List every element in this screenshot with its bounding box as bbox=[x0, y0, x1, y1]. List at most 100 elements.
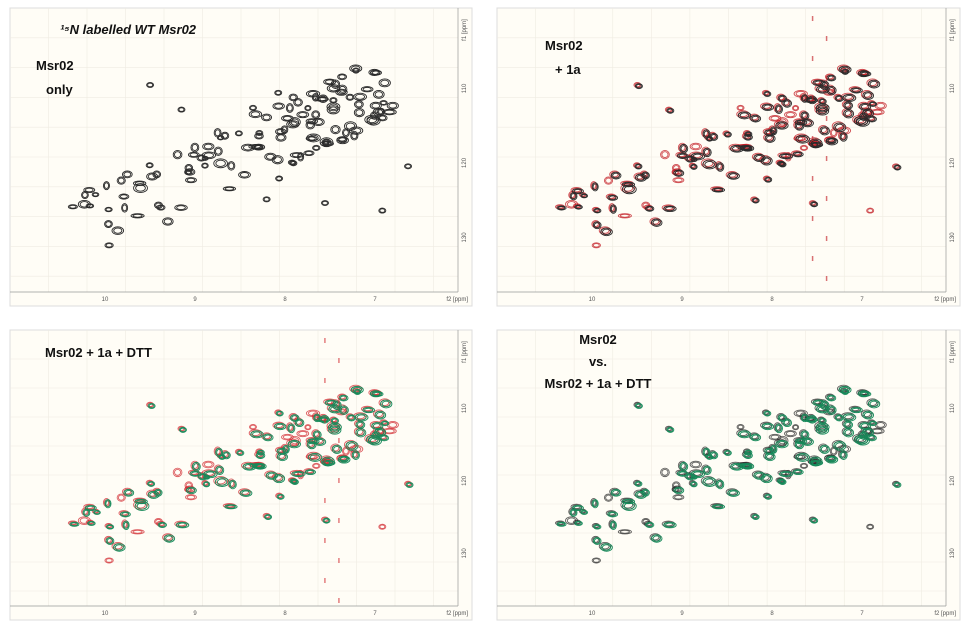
y-tick-label: 110 bbox=[950, 403, 956, 413]
artifact-streak bbox=[338, 518, 340, 523]
contour-peak bbox=[91, 192, 100, 198]
contour-peak bbox=[609, 520, 617, 531]
contour-peak bbox=[635, 481, 642, 487]
contour-peak bbox=[328, 106, 339, 114]
y-tick-label: 120 bbox=[462, 157, 468, 168]
contour-peak bbox=[554, 520, 566, 526]
contour-peak bbox=[803, 120, 813, 127]
x-tick-label: 7 bbox=[373, 297, 377, 303]
contour-peak bbox=[146, 480, 153, 485]
contour-peak bbox=[85, 187, 94, 193]
contour-peak bbox=[592, 558, 600, 563]
contour-peak bbox=[801, 119, 814, 128]
contour-peak bbox=[839, 450, 848, 460]
contour-peak bbox=[817, 406, 828, 413]
contour-peak bbox=[326, 105, 340, 115]
contour-peak bbox=[224, 186, 235, 191]
contour-peak bbox=[338, 137, 348, 144]
contour-peak bbox=[287, 423, 296, 434]
contour-peak bbox=[894, 482, 901, 488]
contour-peak bbox=[765, 177, 772, 182]
x-axis-unit: f2 [ppm] bbox=[934, 297, 956, 303]
contour-peak bbox=[762, 475, 772, 482]
y-axis-unit: f1 [ppm] bbox=[950, 341, 956, 363]
contour-peak bbox=[147, 402, 154, 407]
contour-peak bbox=[338, 74, 346, 80]
contour-peak bbox=[841, 68, 849, 75]
contour-peak bbox=[673, 169, 685, 177]
contour-peak bbox=[70, 522, 79, 527]
contour-peak bbox=[187, 151, 200, 158]
contour-peak bbox=[380, 399, 393, 409]
contour-peak bbox=[737, 424, 744, 430]
contour-peak bbox=[775, 423, 783, 434]
contour-peak bbox=[105, 207, 112, 212]
contour-peak bbox=[685, 155, 696, 163]
contour-peak bbox=[857, 390, 870, 398]
contour-peak bbox=[306, 470, 315, 475]
contour-peak bbox=[288, 93, 298, 102]
panel-label: vs. bbox=[589, 354, 607, 369]
contour-peak bbox=[840, 387, 850, 393]
contour-peak bbox=[121, 512, 130, 517]
contour-peak bbox=[763, 176, 770, 181]
contour-peak bbox=[274, 103, 284, 109]
contour-peak bbox=[815, 422, 830, 432]
contour-peak bbox=[67, 204, 78, 210]
contour-peak bbox=[817, 426, 828, 434]
contour-peak bbox=[379, 115, 387, 121]
contour-peak bbox=[557, 522, 566, 527]
contour-peak bbox=[191, 471, 200, 476]
contour-peak bbox=[556, 205, 567, 211]
contour-peak bbox=[347, 414, 356, 422]
contour-peak bbox=[863, 411, 873, 419]
contour-peak bbox=[123, 488, 135, 497]
artifact-streak bbox=[338, 358, 340, 363]
contour-peak bbox=[281, 433, 294, 441]
x-tick-label: 9 bbox=[680, 611, 684, 617]
contour-peak bbox=[775, 104, 783, 115]
contour-peak bbox=[868, 420, 878, 427]
contour-peak bbox=[355, 101, 363, 108]
contour-peak bbox=[104, 242, 114, 249]
contour-peak bbox=[189, 470, 202, 477]
contour-peak bbox=[250, 430, 264, 439]
contour-peak bbox=[215, 465, 225, 475]
contour-peak bbox=[92, 192, 99, 197]
contour-peak bbox=[779, 95, 786, 102]
contour-peak bbox=[275, 410, 284, 417]
contour-peak bbox=[607, 194, 619, 201]
contour-peak bbox=[82, 192, 88, 198]
contour-peak bbox=[763, 410, 772, 417]
contour-peak bbox=[345, 93, 355, 101]
contour-peak bbox=[608, 519, 616, 529]
y-axis-unit: f1 [ppm] bbox=[950, 19, 956, 41]
contour-peak bbox=[105, 500, 111, 508]
y-axis-unit: f1 [ppm] bbox=[462, 19, 468, 41]
x-tick-label: 7 bbox=[860, 297, 864, 303]
contour-peak bbox=[605, 494, 612, 501]
contour-peak bbox=[354, 389, 361, 395]
contour-peak bbox=[745, 450, 752, 455]
contour-peak bbox=[187, 487, 196, 494]
contour-peak bbox=[158, 522, 166, 528]
contour-peak bbox=[353, 388, 362, 396]
contour-peak bbox=[839, 132, 848, 142]
x-tick-label: 10 bbox=[102, 297, 109, 303]
contour-peak bbox=[380, 79, 390, 87]
contour-peak bbox=[405, 481, 411, 486]
contour-peak bbox=[785, 112, 796, 118]
contour-peak bbox=[752, 514, 759, 520]
contour-peak bbox=[374, 91, 384, 98]
contour-peak bbox=[404, 163, 413, 170]
contour-peak bbox=[801, 413, 809, 423]
contour-peak bbox=[850, 87, 863, 94]
contour-peak bbox=[263, 197, 270, 202]
contour-peak bbox=[105, 558, 113, 563]
contour-peak bbox=[372, 432, 380, 439]
contour-peak bbox=[337, 73, 348, 81]
contour-peak bbox=[262, 114, 271, 121]
contour-peak bbox=[651, 218, 663, 227]
contour-peak bbox=[276, 176, 283, 181]
contour-peak bbox=[249, 463, 265, 469]
